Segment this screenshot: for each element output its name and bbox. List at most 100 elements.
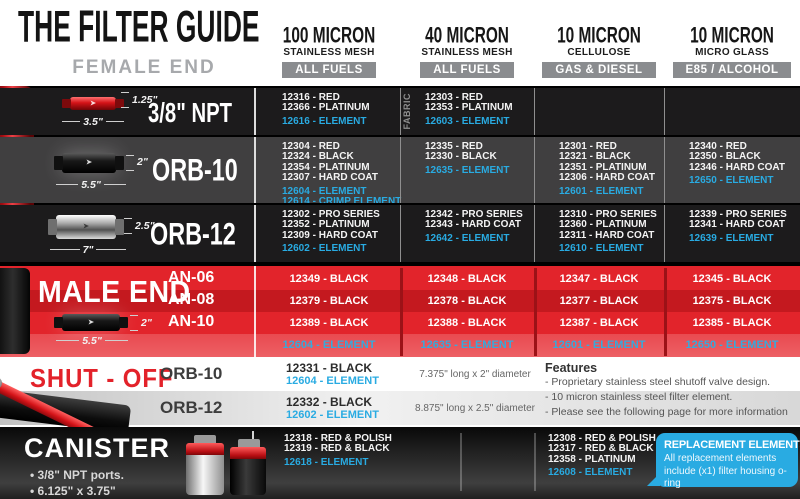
features-block: Features - Proprietary stainless steel s… [545, 361, 795, 420]
fuel-badge: GAS & DIESEL [542, 62, 656, 78]
part-number: 12310 - PRO SERIES [559, 209, 657, 220]
width-dimension: 3.5" [62, 116, 125, 128]
part-number: 12317 - RED & BLACK [548, 443, 654, 455]
row-band [0, 391, 800, 425]
replacement-elements-callout: REPLACEMENT ELEMENTS All replacement ele… [647, 433, 800, 489]
filter-cell-empty [400, 434, 534, 479]
divider [254, 88, 256, 135]
male-row-elements: 12604 - ELEMENT 12635 - ELEMENT 12601 - … [258, 334, 800, 356]
part-number: 12340 - RED [689, 141, 747, 152]
female-row-orb12: ➤ 2.5" 7" ORB-12 12302 - PRO SERIES 12352… [0, 205, 800, 262]
shutoff-heading: SHUT - OFF [30, 363, 174, 393]
part-number: 12332 - BLACK [286, 395, 373, 409]
female-row-npt: ➤ 1.25" 3.5" 3/8" NPT FABRIC 12316 - RED… [0, 88, 800, 135]
part-number: 12379 - BLACK [289, 295, 369, 307]
part-number: 12343 - HARD COAT [425, 219, 521, 231]
feature-item: - Please see the following page for more… [545, 405, 788, 418]
divider [460, 433, 462, 491]
part-number: 12377 - BLACK [559, 295, 639, 307]
part-number: 12347 - BLACK [559, 273, 639, 285]
part-number: 12309 - HARD COAT [282, 229, 378, 241]
size-note: 7.375" long x 2" diameter [419, 369, 531, 380]
column-media: STAINLESS MESH [421, 47, 513, 58]
black-inline-filter-photo: ➤ [54, 314, 128, 331]
part-number: 12375 - BLACK [692, 295, 772, 307]
part-number: 12389 - BLACK [289, 317, 369, 329]
column-header-40-micron: 40 MICRON STAINLESS MESH ALL FUELS [400, 21, 534, 78]
column-header-10-micron-cellulose: 10 MICRON CELLULOSE GAS & DIESEL [534, 23, 664, 78]
row-cells: 12318 - RED & POLISH 12319 - RED & BLACK … [258, 433, 800, 479]
filter-cell: 12304 - RED 12324 - BLACK 12354 - PLATINUM… [258, 137, 401, 203]
canister-bullet: • 3/8" NPT ports. [30, 468, 124, 482]
filter-cell: 12316 - RED 12366 - PLATINUM 12616 - ELEM… [258, 88, 400, 135]
filter-cell: 12340 - RED 12350 - BLACK 12346 - HARD COA… [664, 137, 800, 203]
row-cells: 12302 - PRO SERIES 12352 - PLATINUM 12309 … [258, 205, 800, 262]
male-end-heading: MALE END [38, 274, 191, 309]
aeromotive-arrow-icon: ➤ [85, 157, 93, 167]
part-number: 12331 - BLACK [286, 361, 373, 375]
column-micron: 10 MICRON [690, 21, 774, 48]
divider [664, 268, 667, 356]
column-media: CELLULOSE [567, 47, 631, 58]
male-fitting-photo [0, 268, 30, 354]
canister-bullets: • 3/8" NPT ports. • 6.125" x 3.75" [30, 467, 124, 499]
red-inline-filter-photo: ➤ [62, 97, 124, 110]
canister-photo-silver [186, 435, 224, 495]
element-number: 12601 - ELEMENT [559, 185, 644, 197]
part-number: 12348 - BLACK [427, 273, 507, 285]
filter-cell: 12310 - PRO SERIES 12360 - PLATINUM 12311 … [534, 205, 664, 262]
element-number: 12601 - ELEMENT [552, 339, 646, 351]
element-number: 12610 - ELEMENT [559, 243, 644, 255]
element-number: 12650 - ELEMENT [689, 175, 774, 187]
mount-bracket [194, 435, 216, 445]
aeromotive-arrow-icon: ➤ [89, 98, 97, 108]
canister-cap [186, 443, 224, 455]
part-number: 12321 - BLACK [559, 151, 631, 163]
filter-cell: 12308 - RED & POLISH 12317 - RED & BLACK 1… [534, 433, 664, 479]
part-number: 12366 - PLATINUM [282, 102, 370, 114]
part-number: 12388 - BLACK [427, 317, 507, 329]
element-number: 12602 - ELEMENT [286, 409, 379, 421]
part-number: 12303 - RED [425, 92, 483, 103]
part-number: 12346 - HARD COAT [689, 161, 785, 173]
female-end-table: ➤ 1.25" 3.5" 3/8" NPT FABRIC 12316 - RED… [0, 86, 800, 266]
height-dimension-label: 2" [141, 317, 152, 329]
part-number: 12302 - PRO SERIES [282, 209, 380, 220]
divider [400, 268, 403, 356]
row-label-orb10: ORB-10 [160, 364, 223, 383]
canister-heading: CANISTER [24, 433, 171, 463]
part-number: 12387 - BLACK [559, 317, 639, 329]
column-micron: 40 MICRON [425, 21, 509, 48]
part-number: 12349 - BLACK [289, 273, 369, 285]
element-number: 12639 - ELEMENT [689, 232, 774, 244]
height-dimension-label: 2" [137, 156, 148, 168]
filter-cell: 12335 - RED 12330 - BLACK 12635 - ELEMENT [400, 137, 534, 203]
part-number: 12360 - PLATINUM [559, 219, 647, 231]
width-dimension: 5.5" [56, 179, 127, 191]
part-number: 12308 - RED & POLISH [548, 433, 656, 444]
part-number: 12301 - RED [559, 141, 617, 152]
mount-bracket [238, 439, 260, 449]
part-number: 12304 - RED [282, 141, 340, 152]
row-label-an08: AN-08 [168, 291, 215, 308]
width-dimension-label: 5.5" [82, 334, 102, 347]
element-number: 12603 - ELEMENT [425, 115, 510, 127]
height-dimension [121, 92, 129, 108]
aeromotive-arrow-icon: ➤ [82, 221, 90, 231]
filter-cell: 12318 - RED & POLISH 12319 - RED & BLACK … [258, 433, 400, 479]
part-number: 12345 - BLACK [692, 273, 772, 285]
element-number: 12604 - ELEMENT [282, 339, 376, 351]
male-row-an06: 12349 - BLACK 12348 - BLACK 12347 - BLAC… [258, 268, 800, 290]
filter-cell: 12303 - RED 12353 - PLATINUM 12603 - ELEM… [400, 88, 534, 135]
row-label-npt: 3/8" NPT [148, 97, 233, 129]
part-number: 12311 - HARD COAT [559, 229, 655, 241]
row-label-orb12: ORB-12 [150, 217, 236, 252]
part-number: 12351 - PLATINUM [559, 161, 647, 173]
column-media: MICRO GLASS [695, 47, 769, 58]
filter-cell-empty [664, 88, 800, 135]
row-cells: 12316 - RED 12366 - PLATINUM 12616 - ELEM… [258, 88, 800, 135]
width-dimension: 7" [50, 244, 127, 256]
part-number: 12358 - PLATINUM [548, 453, 636, 465]
fuel-badge: E85 / ALCOHOL [672, 62, 792, 78]
